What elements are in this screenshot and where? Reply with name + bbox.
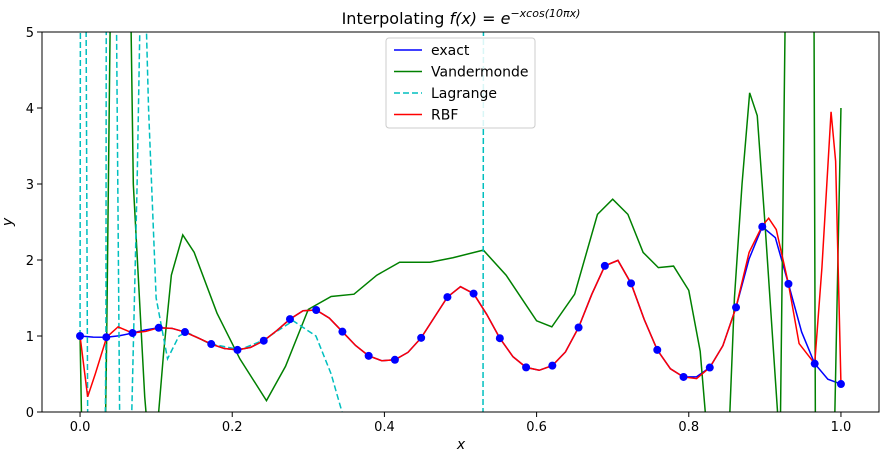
node-point [285, 315, 294, 324]
legend-box [385, 37, 536, 129]
node-point [390, 355, 399, 364]
x-tick-label: 0.2 [222, 420, 243, 435]
node-point [653, 345, 662, 354]
node-point [758, 222, 767, 231]
node-point [180, 328, 189, 337]
node-point [76, 332, 85, 340]
node-point [443, 293, 452, 302]
y-axis-label: y [0, 217, 16, 227]
axes-frame [41, 31, 880, 413]
ticks: 0.0 0.2 0.4 0.6 0.8 1.0 0 1 2 3 4 5 [26, 26, 852, 435]
title-superscript: −xcos(10πx) [510, 7, 580, 20]
node-point [522, 363, 531, 372]
node-point [627, 279, 636, 288]
legend-label: RBF [431, 108, 458, 124]
node-point [417, 333, 426, 342]
y-tick-label: 3 [26, 178, 34, 193]
x-axis-label: x [456, 437, 466, 453]
node-point [732, 303, 741, 312]
node-point [495, 334, 504, 343]
legend: exact Vandermonde Lagrange RBF [385, 37, 536, 129]
node-point [836, 380, 845, 389]
node-point [128, 329, 137, 338]
node-point [600, 261, 609, 270]
x-tick-label: 0.6 [526, 420, 547, 435]
legend-label: exact [431, 43, 470, 59]
node-point [259, 336, 268, 345]
plot-area [76, 32, 845, 412]
node-point [154, 323, 163, 332]
node-point [784, 279, 793, 288]
series-line [79, 32, 485, 412]
legend-label: Vandermonde [431, 65, 529, 81]
node-point [364, 351, 373, 360]
chart-title: Interpolating f(x) = e−xcos(10πx) [342, 7, 581, 28]
node-point [102, 333, 111, 342]
node-point [810, 359, 819, 368]
y-tick-label: 1 [26, 330, 34, 345]
node-point [574, 323, 583, 332]
x-tick-label: 0.0 [70, 420, 91, 435]
node-point [469, 289, 478, 298]
title-math: f(x) = e [449, 9, 510, 28]
node-point [705, 363, 714, 372]
node-point [233, 345, 242, 354]
series-line [79, 225, 842, 385]
x-tick-label: 0.8 [678, 420, 699, 435]
y-tick-label: 0 [26, 406, 34, 421]
node-point [338, 327, 347, 336]
legend-label: Lagrange [431, 86, 497, 102]
x-tick-label: 1.0 [831, 420, 852, 435]
series-line [79, 32, 842, 412]
y-tick-label: 2 [26, 254, 34, 269]
y-tick-label: 5 [26, 26, 34, 41]
node-point [312, 306, 321, 315]
node-point [679, 372, 688, 381]
title-text: Interpolating [342, 9, 445, 28]
x-tick-label: 0.4 [374, 420, 395, 435]
y-tick-label: 4 [26, 102, 34, 117]
node-point [207, 340, 216, 349]
node-point [548, 361, 557, 370]
